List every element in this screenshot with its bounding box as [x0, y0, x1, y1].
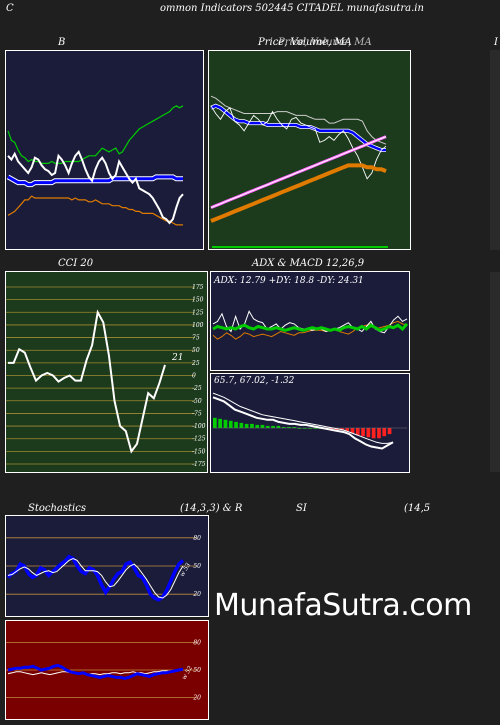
macd-histogram-bar: [355, 428, 360, 436]
cci-tick-label: 175: [192, 284, 204, 291]
macd-histogram-bar: [228, 420, 233, 428]
bb-upper-band: [7, 105, 184, 165]
rsi-tick-label: 50: [193, 667, 201, 674]
rsi-tick-label: 20: [192, 695, 201, 702]
right-edge-strip-mid: [490, 272, 500, 472]
bollinger-chart: [5, 50, 204, 250]
cci-chart: 175 150 125 100 75 50 25 0 -25 -50 -75 -100 -125 -150…: [5, 271, 208, 473]
macd-histogram-bar: [350, 428, 355, 434]
cci-tick-label: 75: [192, 335, 200, 342]
right-edge-title: I: [494, 37, 498, 48]
macd-histogram-bar: [276, 425, 281, 428]
stoch-title-mid: (14,3,3) & R: [180, 503, 243, 514]
price-upper-band: [210, 95, 387, 145]
adx-chart: ADX: 12.79 +DY: 18.8 -DY: 24.31: [210, 271, 410, 371]
page-title-prefix: C: [6, 3, 14, 14]
cci-tick-label: -100: [192, 423, 206, 430]
macd-histogram-bar: [303, 428, 307, 429]
macd-histogram-bar: [292, 427, 297, 428]
macd-histogram-bar: [329, 428, 334, 429]
stoch-k-line: [6, 554, 185, 602]
macd-histogram-bar: [218, 418, 222, 428]
macd-histogram-bar: [313, 428, 318, 429]
cci-tick-label: -150: [192, 448, 206, 455]
bb-price-line: [7, 150, 184, 225]
macd-histogram-bar: [371, 428, 376, 439]
cci-tick-label: 50: [192, 347, 200, 354]
cci-tick-label: 125: [192, 309, 204, 316]
cci-tick-label: -175: [192, 461, 206, 468]
rsi-tick-label: 80: [193, 639, 201, 646]
macd-chart: 65.7, 67.02, -1.32: [210, 373, 410, 473]
cci-tick-label: 25: [191, 360, 200, 367]
page-title: ommon Indicators 502445 CITADEL munafasu…: [160, 3, 424, 14]
macd-histogram-bar: [297, 428, 302, 429]
price-title: Price, Volume, MA: [258, 37, 352, 48]
bb-middle-band: [7, 175, 183, 187]
price-title-overlay: Price, Volume, MA: [278, 37, 372, 48]
cci-tick-label: -50: [192, 398, 202, 405]
macd-histogram-bar: [239, 422, 244, 428]
macd-histogram-bar: [345, 428, 350, 432]
macd-histogram-bar: [340, 428, 344, 431]
macd-histogram-bar: [387, 428, 392, 435]
macd-background: [210, 373, 410, 473]
macd-histogram-bar: [260, 424, 265, 428]
macd-signal-line: [212, 392, 394, 444]
cci-line: [8, 309, 166, 454]
stoch-tick-label: 50: [193, 563, 201, 570]
macd-histogram-bar: [382, 428, 387, 437]
cci-tick-label: -75: [192, 410, 202, 417]
rsi-title-right: (14,5: [404, 503, 431, 514]
bollinger-title: B: [58, 37, 66, 48]
cci-tick-label: -25: [192, 385, 202, 392]
macd-readout: 65.7, 67.02, -1.32: [214, 376, 295, 386]
macd-histogram-bar: [234, 421, 238, 428]
watermark: MunafaSutra.com: [214, 588, 472, 623]
price-middle-band: [210, 104, 386, 152]
macd-histogram-bar: [281, 427, 286, 428]
price-ma-short: [210, 136, 387, 209]
rsi-line: [7, 663, 184, 680]
adx-line: [212, 322, 409, 332]
stoch-tick-label: 20: [192, 591, 201, 598]
adx-readout: ADX: 12.79 +DY: 18.8 -DY: 24.31: [213, 276, 364, 286]
stoch-title-left: Stochastics: [28, 503, 86, 514]
macd-histogram-bar: [377, 428, 381, 439]
macd-histogram-bar: [308, 428, 312, 429]
stoch-tick-label: 80: [193, 535, 201, 542]
macd-histogram-bar: [265, 425, 270, 428]
price-chart: [208, 50, 411, 250]
macd-histogram-bar: [250, 423, 254, 428]
rsi-secondary-line: [7, 669, 184, 676]
price-ma-long: [210, 163, 387, 223]
macd-histogram-bar: [287, 427, 291, 428]
macd-histogram-bar: [244, 423, 249, 428]
price-line: [210, 105, 387, 180]
macd-histogram-bar: [366, 428, 371, 438]
cci-tick-label: 100: [192, 322, 204, 329]
adx-title: ADX & MACD 12,26,9: [252, 258, 365, 269]
macd-histogram-bar: [361, 428, 365, 437]
stoch-d-line: [7, 557, 184, 599]
macd-histogram-bar: [213, 417, 217, 429]
cci-tick-label: 0: [192, 373, 196, 380]
cci-current-label: 21: [171, 353, 183, 363]
cci-tick-label: 150: [192, 297, 204, 304]
macd-histogram-bar: [223, 419, 228, 428]
right-edge-strip-top: [490, 50, 500, 250]
cci-title: CCI 20: [58, 258, 94, 269]
macd-histogram-bar: [271, 425, 275, 428]
rsi-title-si: SI: [296, 503, 307, 514]
adx-background: [210, 271, 410, 371]
macd-line: [212, 396, 394, 450]
bb-lower-band: [7, 195, 183, 226]
cci-background: [5, 271, 208, 473]
macd-histogram-bar: [255, 424, 260, 428]
cci-tick-label: -125: [192, 436, 206, 443]
